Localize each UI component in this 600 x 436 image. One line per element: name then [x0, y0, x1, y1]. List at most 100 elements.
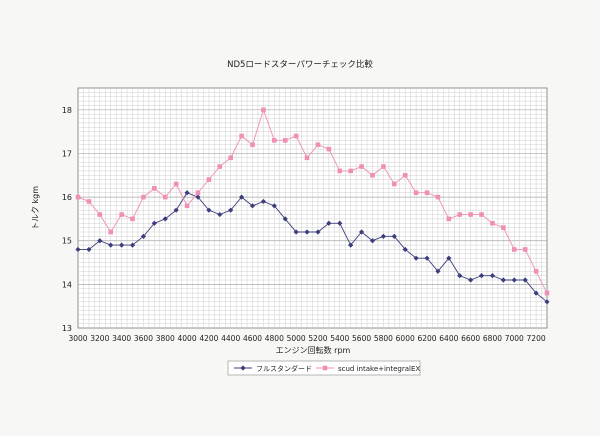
x-tick-labels: 3000 3200 3400 3600 3800 4000 4200 4400 4600 4800…: [68, 334, 545, 343]
data-point: [249, 203, 256, 209]
data-point: [478, 273, 485, 279]
data-point: [511, 247, 517, 252]
data-point: [413, 190, 419, 196]
data-point: [326, 220, 332, 226]
data-point: [217, 211, 223, 218]
data-point: [490, 220, 495, 226]
x-tick-label: 3000: [68, 334, 87, 343]
series-layer: [75, 107, 550, 305]
data-point: [97, 238, 103, 244]
data-point: [293, 133, 299, 139]
x-tick-label: 7000: [505, 334, 524, 343]
data-point: [239, 133, 244, 139]
x-tick-label: 3600: [134, 334, 153, 343]
x-tick-label: 5600: [352, 334, 371, 343]
data-point: [282, 138, 288, 143]
data-point: [446, 255, 452, 261]
x-tick-label: 5400: [330, 334, 349, 343]
x-tick-label: 6000: [396, 334, 415, 343]
data-point: [217, 164, 223, 169]
data-point: [141, 194, 146, 200]
data-point: [228, 155, 233, 161]
series-2: [75, 107, 550, 296]
data-point: [446, 216, 452, 222]
data-point: [206, 177, 212, 182]
y-tick-label: 14: [62, 280, 72, 289]
data-point: [381, 164, 386, 169]
data-point: [369, 238, 376, 244]
x-tick-label: 4600: [243, 334, 262, 343]
data-point: [130, 216, 135, 222]
x-tick-label: 7200: [527, 334, 546, 343]
legend-item-1: フルスタンダード: [234, 364, 312, 373]
data-point: [195, 190, 201, 196]
data-point: [240, 365, 246, 371]
data-point: [108, 229, 114, 235]
legend: フルスタンダード scud intake+integralEX: [227, 360, 420, 376]
y-tick-labels: 13 14 15 16 17 18: [62, 106, 72, 333]
data-point: [75, 194, 81, 200]
legend-label: フルスタンダード: [256, 364, 312, 373]
data-point: [206, 207, 212, 213]
data-point: [151, 220, 157, 226]
data-point: [97, 212, 103, 217]
data-point: [348, 168, 353, 174]
x-tick-label: 5200: [308, 334, 327, 343]
y-tick-label: 13: [62, 324, 72, 333]
data-point: [402, 172, 408, 178]
data-point: [435, 194, 441, 200]
data-point: [326, 146, 332, 152]
data-point: [468, 212, 473, 217]
data-point: [293, 229, 299, 235]
data-point: [315, 142, 321, 148]
data-point: [511, 277, 517, 283]
data-point: [140, 233, 147, 239]
data-point: [337, 220, 343, 226]
x-tick-label: 6200: [417, 334, 436, 343]
data-point: [392, 181, 397, 187]
data-point: [304, 155, 310, 161]
data-point: [544, 299, 550, 305]
x-tick-label: 3200: [90, 334, 109, 343]
data-point: [282, 216, 288, 222]
x-tick-label: 3800: [156, 334, 175, 343]
data-point: [413, 255, 419, 261]
data-point: [322, 365, 328, 371]
data-point: [500, 277, 506, 283]
x-tick-label: 4000: [178, 334, 197, 343]
data-point: [533, 268, 539, 274]
y-tick-label: 16: [62, 193, 72, 202]
y-tick-label: 17: [62, 149, 72, 158]
data-point: [337, 168, 343, 174]
data-point: [457, 212, 463, 217]
x-tick-label: 5800: [374, 334, 393, 343]
data-point: [501, 225, 506, 230]
data-point: [522, 277, 528, 283]
data-point: [272, 138, 277, 143]
data-point: [424, 190, 430, 196]
y-tick-label: 18: [62, 106, 72, 115]
data-point: [260, 198, 267, 205]
series-1: [75, 190, 550, 305]
y-axis-label: トルク kgm: [31, 186, 40, 230]
data-point: [370, 172, 375, 178]
data-point: [129, 242, 136, 248]
x-tick-label: 3400: [112, 334, 131, 343]
data-point: [358, 229, 365, 235]
x-tick-label: 4200: [199, 334, 218, 343]
x-tick-label: 4800: [265, 334, 284, 343]
legend-label: scud intake+integralEX: [338, 365, 420, 373]
data-point: [380, 233, 386, 239]
data-point: [184, 190, 190, 196]
y-tick-label: 15: [62, 237, 72, 246]
data-point: [228, 207, 234, 213]
data-point: [75, 246, 81, 253]
data-point: [173, 181, 179, 187]
x-tick-label: 5000: [287, 334, 306, 343]
data-point: [162, 194, 168, 200]
grid-lines: [78, 88, 547, 328]
legend-item-2: scud intake+integralEX: [316, 365, 420, 373]
data-point: [468, 277, 474, 283]
data-point: [119, 212, 124, 217]
